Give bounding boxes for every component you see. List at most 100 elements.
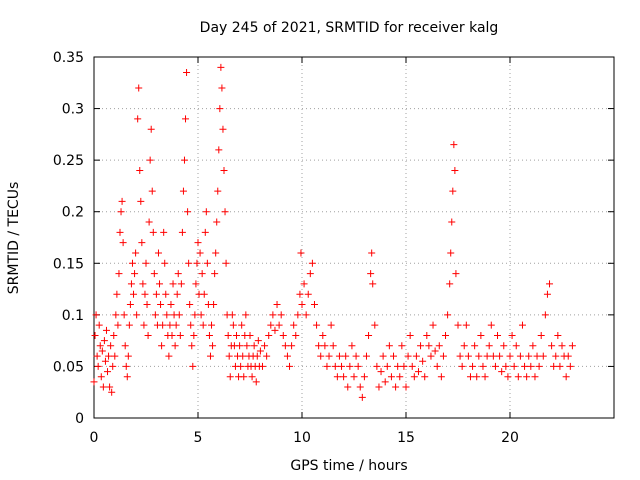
data-point xyxy=(294,311,302,319)
data-point xyxy=(236,342,244,350)
data-point xyxy=(431,347,439,355)
data-point xyxy=(292,331,300,339)
data-point xyxy=(254,337,262,345)
data-point xyxy=(566,362,574,370)
data-point xyxy=(210,301,218,309)
data-point xyxy=(258,362,266,370)
data-point xyxy=(267,321,275,329)
data-point xyxy=(381,378,389,386)
data-point xyxy=(462,321,470,329)
data-point xyxy=(221,208,229,216)
y-tick-label: 0.15 xyxy=(53,256,84,272)
data-point xyxy=(510,362,518,370)
data-point xyxy=(352,352,360,360)
data-point xyxy=(489,352,497,360)
data-point xyxy=(187,321,195,329)
data-point xyxy=(485,342,493,350)
data-point xyxy=(252,378,260,386)
data-point xyxy=(200,290,208,298)
data-point xyxy=(514,373,522,381)
data-point xyxy=(261,342,269,350)
data-point xyxy=(163,311,171,319)
data-point xyxy=(265,331,273,339)
data-point xyxy=(335,352,343,360)
data-point xyxy=(196,249,204,257)
data-point xyxy=(500,342,508,350)
data-point xyxy=(539,352,547,360)
data-point xyxy=(342,352,350,360)
data-point xyxy=(242,311,250,319)
data-point xyxy=(306,270,314,278)
y-tick-label: 0.1 xyxy=(62,308,84,324)
data-point xyxy=(131,270,139,278)
data-point xyxy=(108,388,116,396)
data-point xyxy=(525,352,533,360)
data-point xyxy=(315,342,323,350)
x-tick-label: 10 xyxy=(293,430,311,446)
data-point xyxy=(400,362,408,370)
data-point xyxy=(248,373,256,381)
data-point xyxy=(564,352,572,360)
data-point xyxy=(100,337,108,345)
data-point xyxy=(135,84,143,92)
data-point xyxy=(331,362,339,370)
data-point xyxy=(183,68,191,76)
data-point xyxy=(226,373,234,381)
data-point xyxy=(96,342,104,350)
data-point xyxy=(162,290,170,298)
data-point xyxy=(146,156,154,164)
data-point xyxy=(304,290,312,298)
data-points xyxy=(90,63,576,401)
data-point xyxy=(273,301,281,309)
data-point xyxy=(114,321,122,329)
data-point xyxy=(92,311,100,319)
data-point xyxy=(277,311,285,319)
data-point xyxy=(237,362,245,370)
data-point xyxy=(498,368,506,376)
data-point xyxy=(120,311,128,319)
data-point xyxy=(346,362,354,370)
data-point xyxy=(344,383,352,391)
data-point xyxy=(263,352,271,360)
plot-frame xyxy=(93,56,615,419)
data-point xyxy=(214,187,222,195)
data-point xyxy=(149,228,157,236)
y-tick-label: 0.2 xyxy=(62,205,84,221)
data-point xyxy=(279,331,287,339)
data-point xyxy=(90,378,98,386)
data-point xyxy=(317,352,325,360)
data-point xyxy=(419,357,427,365)
axis-ticks xyxy=(93,56,614,419)
data-point xyxy=(199,321,207,329)
data-point xyxy=(217,63,225,71)
data-point xyxy=(417,342,425,350)
data-point xyxy=(160,228,168,236)
data-point xyxy=(118,197,126,205)
data-point xyxy=(368,249,376,257)
data-point xyxy=(122,362,130,370)
data-point xyxy=(487,321,495,329)
data-point xyxy=(477,331,485,339)
data-point xyxy=(449,187,457,195)
data-point xyxy=(464,352,472,360)
data-point xyxy=(456,352,464,360)
data-point xyxy=(494,331,502,339)
data-point xyxy=(329,342,337,350)
data-point xyxy=(208,321,216,329)
data-point xyxy=(165,352,173,360)
grid xyxy=(94,57,614,418)
data-point xyxy=(427,352,435,360)
data-point xyxy=(215,146,223,154)
data-point xyxy=(308,259,316,267)
data-point xyxy=(446,280,454,288)
data-point xyxy=(296,290,304,298)
data-point xyxy=(543,290,551,298)
data-point xyxy=(143,301,151,309)
data-point xyxy=(412,352,420,360)
data-point xyxy=(373,362,381,370)
data-point xyxy=(535,362,543,370)
data-point xyxy=(124,352,132,360)
data-point xyxy=(447,249,455,257)
data-point xyxy=(176,331,184,339)
